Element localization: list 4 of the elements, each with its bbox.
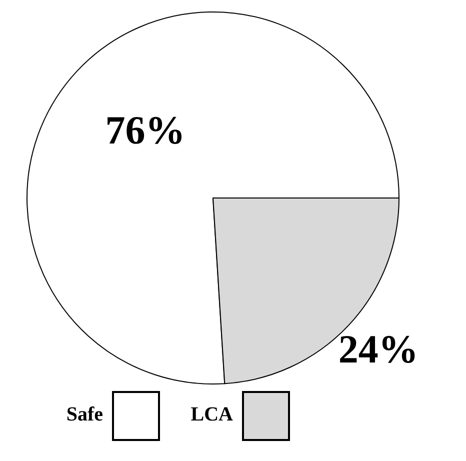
data-label: 24% xyxy=(338,326,418,372)
legend-label: Safe xyxy=(66,404,104,426)
legend-label: LCA xyxy=(190,404,234,426)
data-label: 76% xyxy=(105,108,186,153)
